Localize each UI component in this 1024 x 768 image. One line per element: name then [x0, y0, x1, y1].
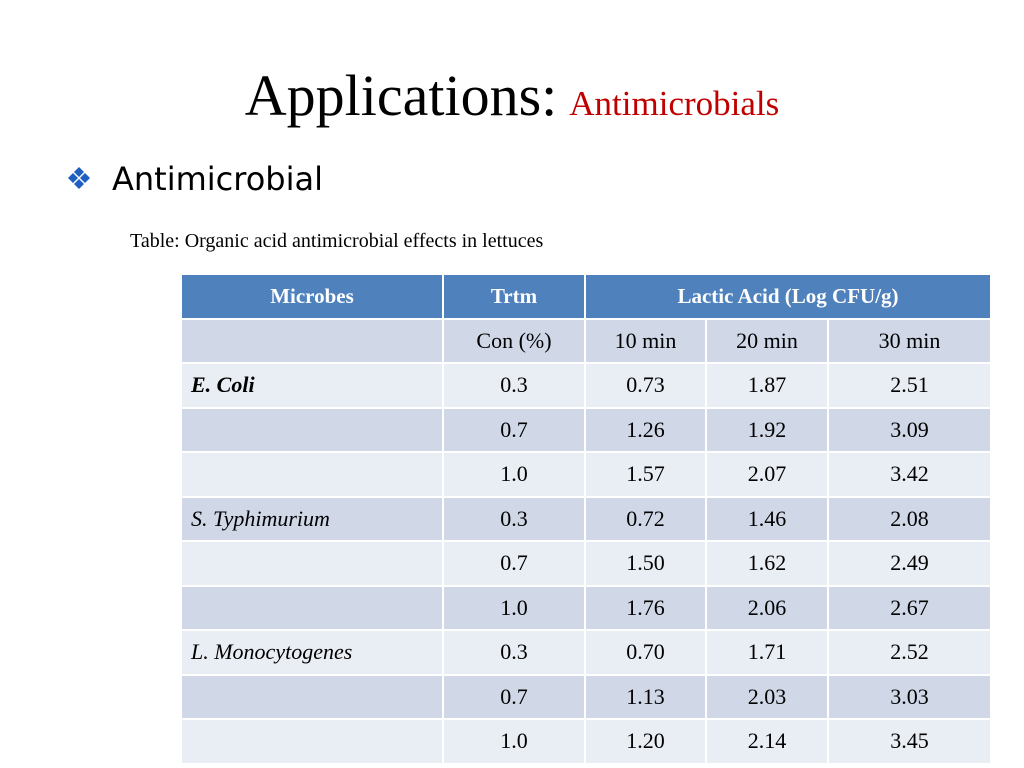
- value-cell: 3.03: [826, 673, 993, 720]
- data-table: Microbes Trtm Lactic Acid (Log CFU/g) Co…: [180, 273, 993, 765]
- value-cell: 2.14: [705, 718, 829, 765]
- value-cell: 3.42: [826, 451, 993, 498]
- value-cell: 2.51: [826, 362, 993, 409]
- table-row: E. Coli 0.3 0.73 1.87 2.51: [180, 362, 993, 409]
- header-trtm: Trtm: [442, 273, 586, 320]
- microbe-cell: L. Monocytogenes: [180, 629, 444, 676]
- value-cell: 1.0: [442, 451, 586, 498]
- value-cell: 1.92: [705, 406, 829, 453]
- table-header-row: Microbes Trtm Lactic Acid (Log CFU/g): [180, 273, 993, 320]
- value-cell: 2.49: [826, 540, 993, 587]
- subheader-cell: Con (%): [442, 317, 586, 364]
- value-cell: 1.62: [705, 540, 829, 587]
- diamond-bullet-icon: [68, 167, 90, 189]
- subheader-cell: 30 min: [826, 317, 993, 364]
- table-row: 0.7 1.50 1.62 2.49: [180, 540, 993, 587]
- value-cell: 1.0: [442, 584, 586, 631]
- subheader-cell: 20 min: [705, 317, 829, 364]
- value-cell: 0.7: [442, 673, 586, 720]
- table-row: 0.7 1.26 1.92 3.09: [180, 406, 993, 453]
- value-cell: 1.76: [584, 584, 707, 631]
- microbe-cell: [180, 673, 444, 720]
- table-row: 1.0 1.20 2.14 3.45: [180, 718, 993, 765]
- table-row: L. Monocytogenes 0.3 0.70 1.71 2.52: [180, 629, 993, 676]
- value-cell: 3.45: [826, 718, 993, 765]
- table-subheader-row: Con (%) 10 min 20 min 30 min: [180, 317, 993, 364]
- value-cell: 2.03: [705, 673, 829, 720]
- table-row: 0.7 1.13 2.03 3.03: [180, 673, 993, 720]
- header-microbes: Microbes: [180, 273, 444, 320]
- value-cell: 2.08: [826, 495, 993, 542]
- value-cell: 0.7: [442, 540, 586, 587]
- table-row: 1.0 1.57 2.07 3.42: [180, 451, 993, 498]
- value-cell: 0.7: [442, 406, 586, 453]
- microbe-cell: [180, 451, 444, 498]
- table-caption: Table: Organic acid antimicrobial effect…: [130, 230, 544, 252]
- value-cell: 2.06: [705, 584, 829, 631]
- value-cell: 1.26: [584, 406, 707, 453]
- value-cell: 1.0: [442, 718, 586, 765]
- value-cell: 2.07: [705, 451, 829, 498]
- microbe-cell: [180, 584, 444, 631]
- value-cell: 0.72: [584, 495, 707, 542]
- value-cell: 3.09: [826, 406, 993, 453]
- slide-title: Applications: Antimicrobials: [0, 62, 1024, 129]
- value-cell: 0.3: [442, 362, 586, 409]
- subheader-cell: 10 min: [584, 317, 707, 364]
- microbe-cell: S. Typhimurium: [180, 495, 444, 542]
- header-lactic-acid: Lactic Acid (Log CFU/g): [583, 273, 993, 320]
- microbe-cell: E. Coli: [180, 362, 444, 409]
- table-row: S. Typhimurium 0.3 0.72 1.46 2.08: [180, 495, 993, 542]
- value-cell: 2.67: [826, 584, 993, 631]
- value-cell: 1.46: [705, 495, 829, 542]
- table-row: 1.0 1.76 2.06 2.67: [180, 584, 993, 631]
- value-cell: 0.3: [442, 629, 586, 676]
- value-cell: 1.50: [584, 540, 707, 587]
- bullet-text: Antimicrobial: [112, 160, 323, 198]
- value-cell: 1.13: [584, 673, 707, 720]
- microbe-cell: [180, 406, 444, 453]
- value-cell: 1.87: [705, 362, 829, 409]
- bullet-item: Antimicrobial: [66, 156, 323, 202]
- value-cell: 0.3: [442, 495, 586, 542]
- title-main: Applications:: [244, 63, 558, 128]
- subheader-cell: [180, 317, 444, 364]
- value-cell: 2.52: [826, 629, 993, 676]
- value-cell: 1.20: [584, 718, 707, 765]
- microbe-cell: [180, 718, 444, 765]
- value-cell: 1.57: [584, 451, 707, 498]
- microbe-cell: [180, 540, 444, 587]
- title-subtitle: Antimicrobials: [569, 84, 780, 123]
- value-cell: 0.73: [584, 362, 707, 409]
- value-cell: 1.71: [705, 629, 829, 676]
- value-cell: 0.70: [584, 629, 707, 676]
